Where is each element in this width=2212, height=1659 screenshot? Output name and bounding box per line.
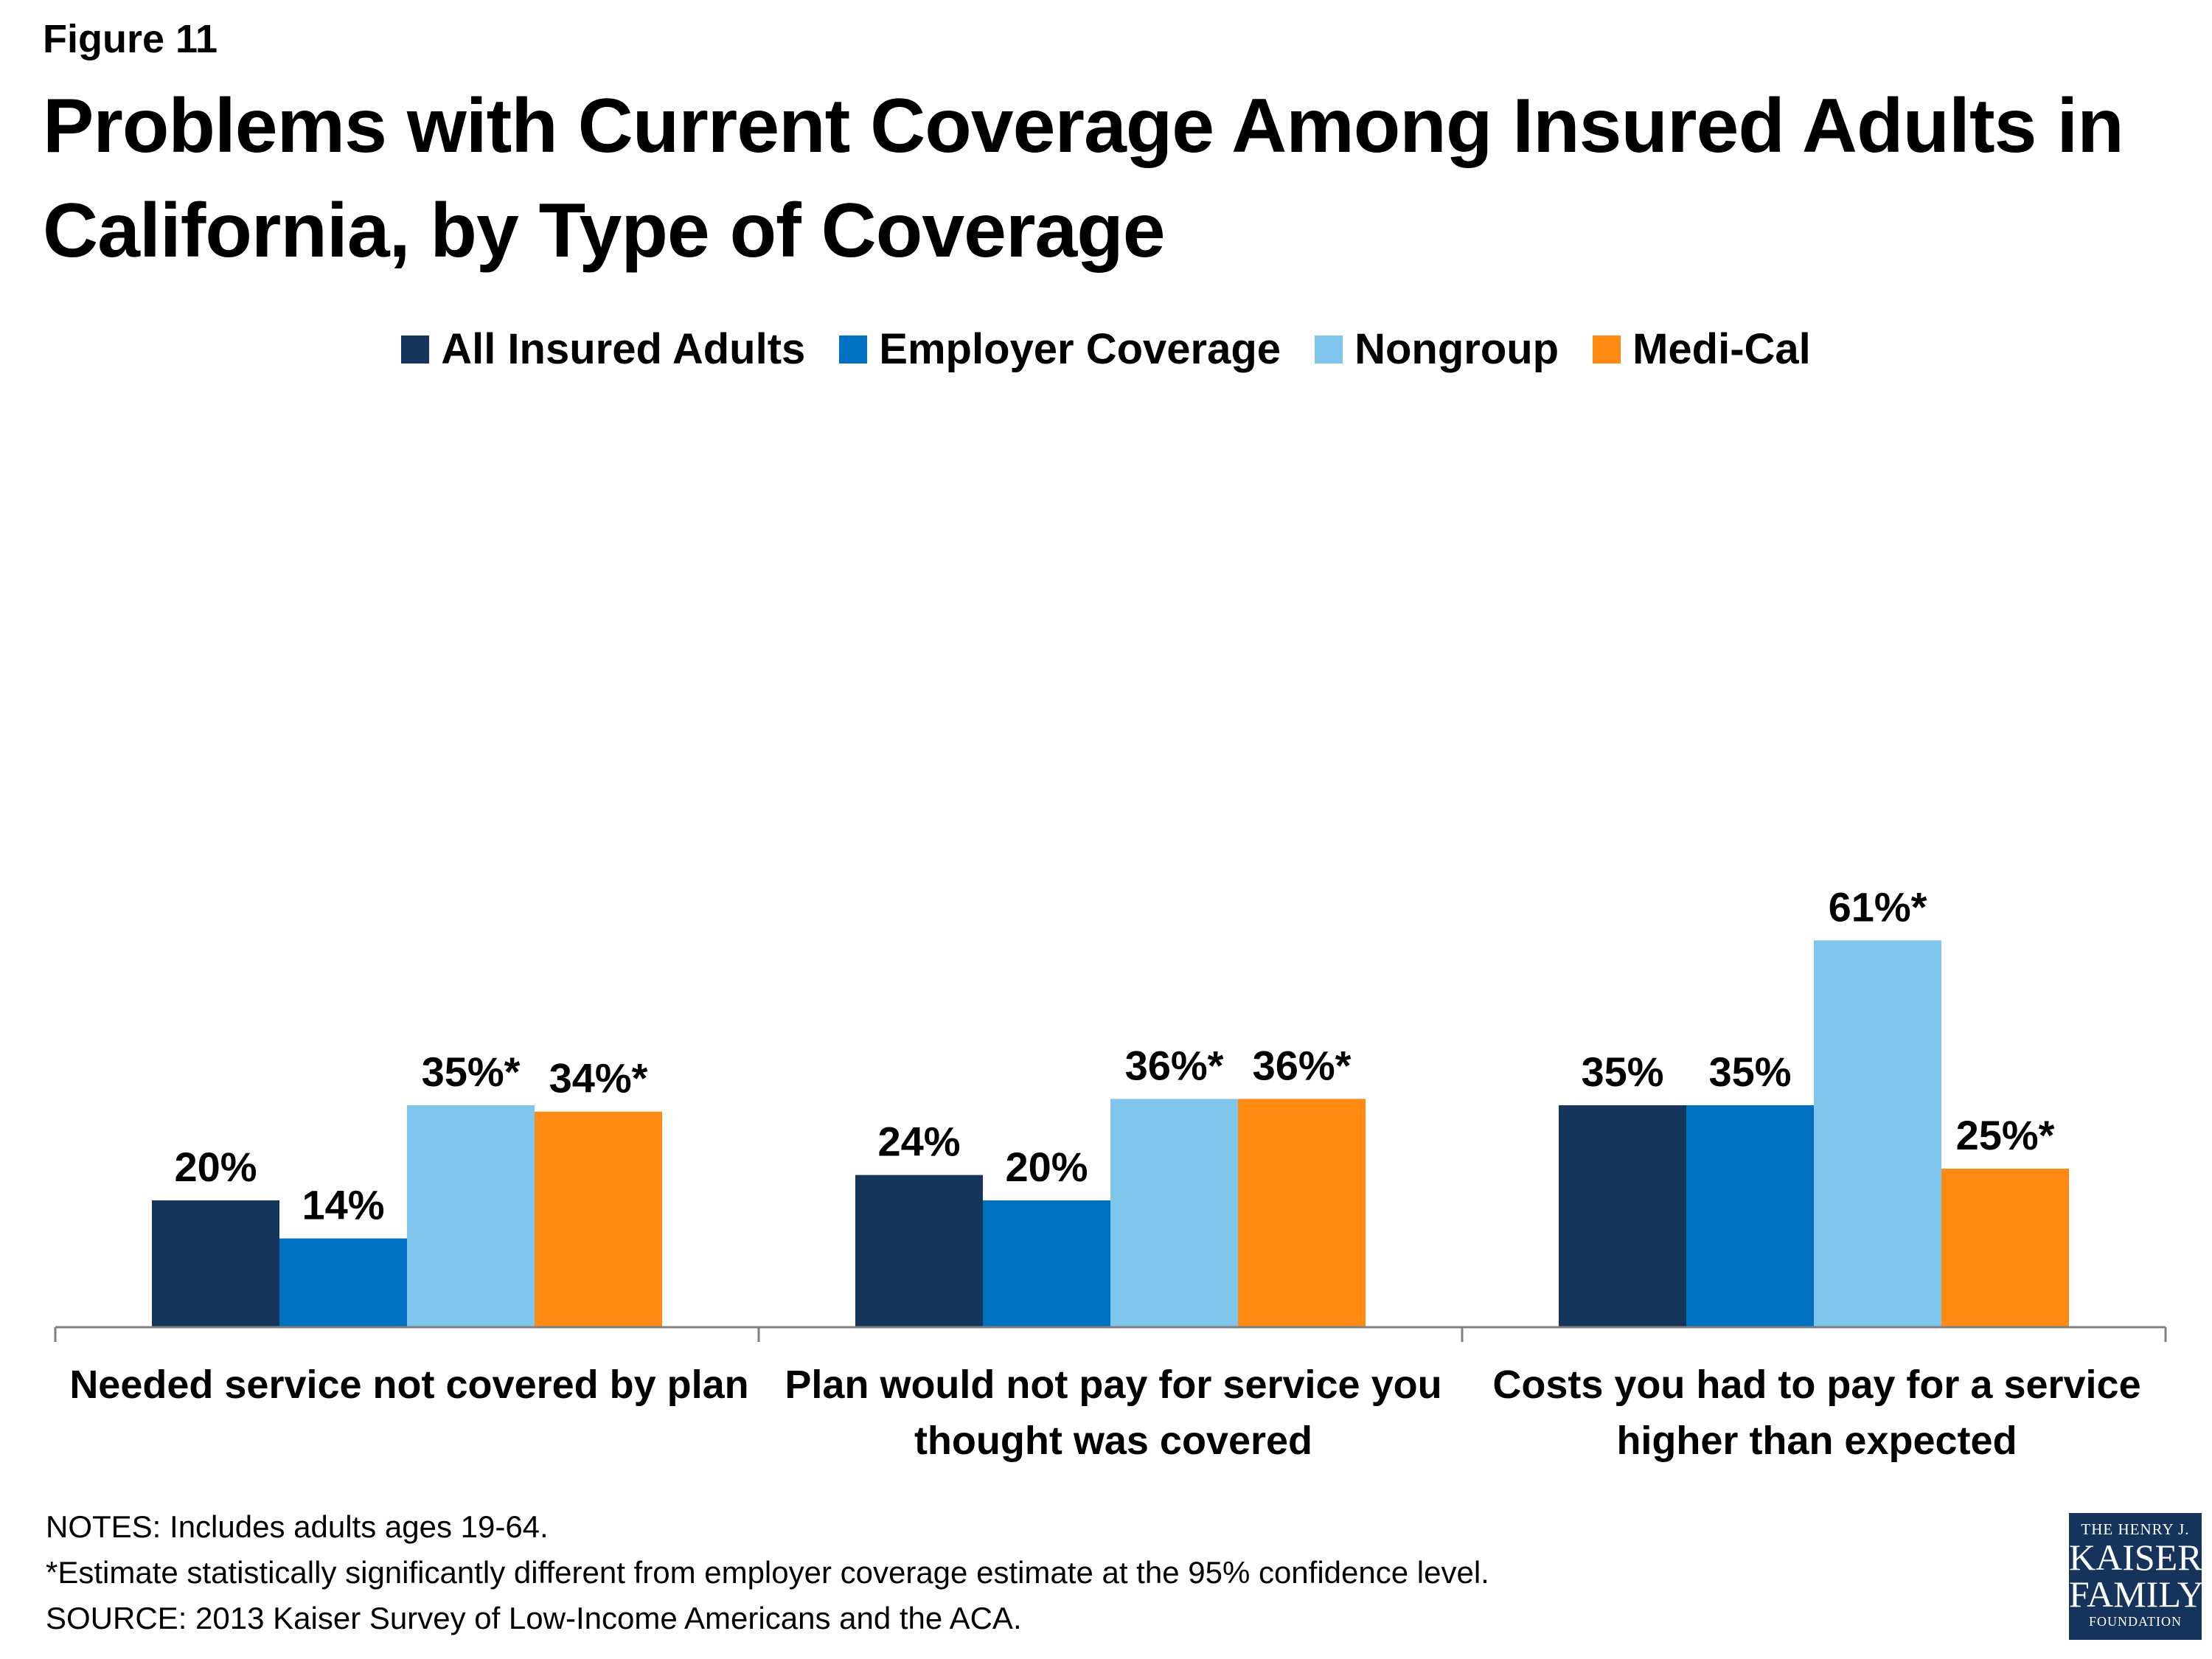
bar [983,1200,1110,1327]
legend-swatch [1593,335,1621,364]
legend-item-nongroup: Nongroup [1315,324,1559,374]
logo-line: KAISER [2069,1537,2202,1578]
note-line: *Estimate statistically significantly di… [46,1555,1489,1590]
bar [1941,1169,2069,1327]
data-label: 34%* [549,1055,648,1102]
bar [1686,1105,1814,1327]
notes: NOTES: Includes adults ages 19-64. *Esti… [46,1504,1489,1641]
legend-item-medical: Medi-Cal [1593,324,1811,374]
logo-line: FAMILY [2069,1573,2204,1615]
legend-item-employer: Employer Coverage [839,324,1281,374]
legend-swatch [401,335,430,364]
legend-label: Employer Coverage [879,325,1281,373]
note-line: NOTES: Includes adults ages 19-64. [46,1509,549,1544]
legend-swatch [839,335,868,364]
legend-label: Nongroup [1354,325,1559,373]
bar [152,1200,279,1327]
legend-label: All Insured Adults [441,325,806,373]
bar [1559,1105,1686,1327]
data-label: 35% [1708,1048,1791,1095]
data-label: 20% [1005,1144,1088,1190]
bar [855,1175,983,1327]
category-label: Plan would not pay for service you thoug… [785,1363,1442,1463]
bar [1110,1099,1238,1327]
legend: All Insured Adults Employer Coverage Non… [0,324,2212,374]
legend-swatch [1315,335,1343,364]
bar [279,1238,407,1327]
figure-label: Figure 11 [43,17,218,61]
legend-label: Medi-Cal [1632,325,1811,373]
category-label: Needed service not covered by plan [69,1363,749,1407]
bar [407,1105,535,1327]
data-label: 36%* [1125,1042,1224,1088]
data-label: 24% [877,1119,960,1165]
bar [1814,940,1941,1327]
chart-title: Problems with Current Coverage Among Ins… [43,83,2124,274]
logo-line: THE HENRY J. [2081,1520,2190,1538]
data-label: 20% [174,1144,257,1190]
kaiser-logo: THE HENRY J. KAISER FAMILY FOUNDATION [2069,1513,2204,1640]
data-label: 36%* [1253,1042,1352,1088]
note-line: SOURCE: 2013 Kaiser Survey of Low-Income… [46,1601,1022,1635]
logo-line: FOUNDATION [2089,1614,2182,1629]
category-label: Costs you had to pay for a service highe… [1492,1363,2141,1463]
data-label: 25%* [1956,1112,2055,1158]
legend-item-all-insured: All Insured Adults [401,324,805,374]
bar [535,1111,662,1327]
data-label: 35%* [422,1048,521,1095]
data-label: 14% [302,1182,384,1228]
bar [1238,1099,1366,1327]
data-label: 61%* [1829,883,1927,930]
data-label: 35% [1581,1048,1663,1095]
